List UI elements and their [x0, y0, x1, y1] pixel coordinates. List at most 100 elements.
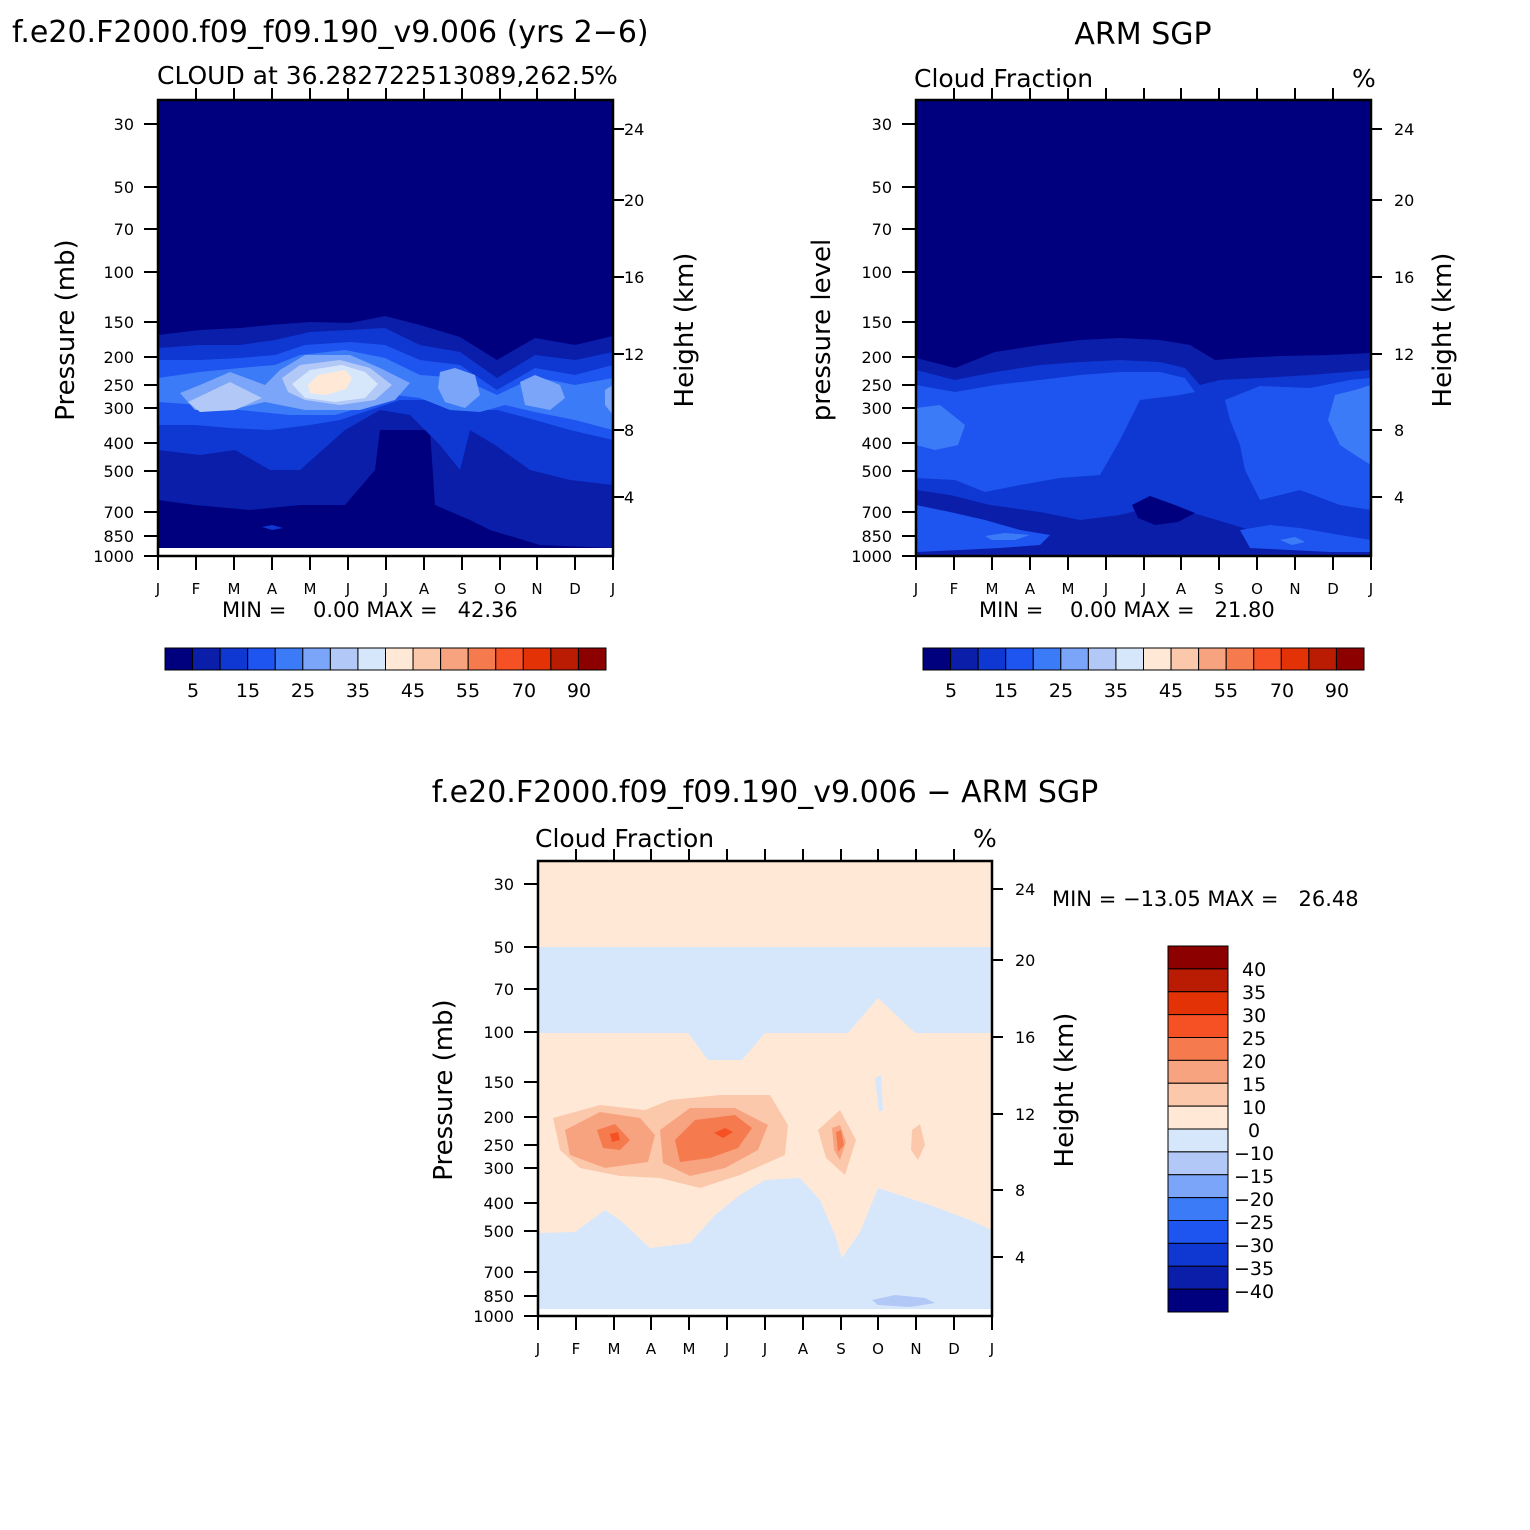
colorbar-label: 45 — [401, 680, 425, 702]
contour-dark-pocket — [1132, 496, 1195, 525]
colorbar-swatch — [1225, 647, 1255, 671]
x-axis-labels: J F M A M J J A S O N D J — [155, 580, 615, 598]
colorbar-label: 20 — [1242, 1051, 1266, 1073]
panel-title: f.e20.F2000.f09_f09.190_v9.006 (yrs 2−6) — [12, 15, 649, 50]
y-tick-label: 100 — [861, 263, 892, 282]
colorbar-swatch — [164, 647, 194, 671]
x-tick-label: M — [608, 1340, 621, 1358]
colorbar-swatch — [329, 647, 359, 671]
colorbar-label: 25 — [291, 680, 315, 702]
colorbar-label: 25 — [1049, 680, 1073, 702]
colorbar-swatch — [1167, 1128, 1229, 1153]
colorbar-label: −15 — [1234, 1166, 1274, 1188]
x-tick-label: A — [646, 1340, 657, 1358]
x-tick-label: J — [345, 580, 350, 598]
colorbar-swatch — [1253, 647, 1282, 671]
panel-title: f.e20.F2000.f09_f09.190_v9.006 − ARM SGP — [432, 775, 1099, 810]
panel-observation: ARM SGP Cloud Fraction % 30 50 70 100 15… — [807, 17, 1458, 702]
contour-level-25-30 — [180, 355, 613, 415]
y-axis-right-labels: 24 20 16 12 8 4 — [1015, 880, 1035, 1267]
stats-min-max: MIN = −13.05 MAX = 26.48 — [1052, 887, 1359, 911]
colorbar-label: 35 — [346, 680, 370, 702]
colorbar-swatch — [219, 647, 249, 671]
y-ticks-right — [1371, 128, 1382, 498]
y-tick-label: 200 — [103, 348, 134, 367]
y-tick-label: 700 — [483, 1263, 514, 1282]
colorbar-swatch — [1167, 1105, 1229, 1130]
y-tick-label: 150 — [103, 313, 134, 332]
x-tick-label: J — [383, 580, 388, 598]
x-tick-label: N — [531, 580, 542, 598]
colorbar-swatch — [522, 647, 552, 671]
colorbar-label: 55 — [1214, 680, 1238, 702]
y-tick-label-right: 24 — [624, 120, 644, 139]
y-tick-label: 30 — [872, 115, 892, 134]
x-axis-labels: J F M A M J J A S O N D J — [535, 1340, 994, 1358]
colorbar-label: 40 — [1242, 959, 1266, 981]
y-tick-label-right: 16 — [1015, 1028, 1035, 1047]
panel-subtitle: Cloud Fraction — [535, 824, 714, 853]
colorbar-swatch — [302, 647, 331, 671]
x-tick-label: A — [1176, 580, 1187, 598]
colorbar-swatch — [922, 647, 952, 671]
y-tick-label-right: 24 — [1394, 120, 1414, 139]
colorbar-label: 0 — [1248, 1120, 1260, 1142]
x-tick-label: J — [535, 1340, 540, 1358]
x-ticks — [537, 849, 993, 1330]
colorbar-swatch — [385, 647, 414, 671]
y-tick-label: 150 — [861, 313, 892, 332]
x-tick-label: M — [304, 580, 317, 598]
y-tick-label: 250 — [861, 376, 892, 395]
colorbar-swatch — [467, 647, 497, 671]
y-tick-label-right: 4 — [1015, 1248, 1025, 1267]
panel-units: % — [594, 61, 618, 90]
colorbar-swatch — [192, 647, 221, 671]
colorbar-swatch — [247, 647, 276, 671]
colorbar-label: 15 — [236, 680, 260, 702]
panel-units: % — [973, 824, 997, 853]
y-tick-label-right: 16 — [1394, 268, 1414, 287]
y-tick-label: 30 — [494, 875, 514, 894]
x-tick-label: O — [494, 580, 506, 598]
x-tick-label: A — [798, 1340, 809, 1358]
contour-field — [916, 100, 1371, 556]
colorbar-vertical: 40 35 30 25 20 15 10 0 −10 −15 −20 −25 −… — [1167, 945, 1274, 1313]
colorbar-swatch — [1167, 1174, 1229, 1199]
stats-min-max: MIN = 0.00 MAX = 42.36 — [222, 598, 518, 622]
y-tick-label: 500 — [483, 1222, 514, 1241]
colorbar-swatch — [1198, 647, 1227, 671]
y-axis-left-labels: 30 50 70 100 150 200 250 300 400 500 700… — [473, 875, 514, 1326]
x-tick-label: S — [1214, 580, 1224, 598]
colorbar-label: −10 — [1234, 1143, 1274, 1165]
colorbar-label: 70 — [1270, 680, 1294, 702]
y-tick-label: 1000 — [473, 1307, 514, 1326]
colorbar-swatch — [1167, 1059, 1229, 1084]
y-ticks-right — [613, 128, 624, 498]
colorbar-labels: 5 15 25 35 45 55 70 90 — [945, 680, 1349, 702]
y-tick-label-right: 4 — [1394, 488, 1404, 507]
y-tick-label: 100 — [103, 263, 134, 282]
contour-surface-gap — [538, 1309, 992, 1316]
colorbar-swatch — [1170, 647, 1200, 671]
y-tick-label: 50 — [494, 938, 514, 957]
x-tick-label: J — [989, 1340, 994, 1358]
y-tick-label: 300 — [861, 399, 892, 418]
panel-title: ARM SGP — [1074, 17, 1211, 52]
y-ticks-left — [524, 883, 538, 1317]
x-ticks — [157, 88, 614, 570]
y-axis-left-labels: 30 50 70 100 150 200 250 300 400 500 700… — [851, 115, 892, 566]
x-tick-label: S — [836, 1340, 846, 1358]
colorbar-swatch — [495, 647, 524, 671]
x-tick-label: D — [569, 580, 581, 598]
y-tick-label: 50 — [872, 178, 892, 197]
y-tick-label-right: 8 — [1015, 1181, 1025, 1200]
contour-field — [158, 100, 613, 556]
colorbar: 5 15 25 35 45 55 70 90 — [922, 647, 1365, 702]
colorbar-label: 70 — [512, 680, 536, 702]
x-tick-label: A — [419, 580, 430, 598]
y-tick-label-right: 20 — [1394, 191, 1414, 210]
colorbar-label: 5 — [187, 680, 199, 702]
colorbar-swatch — [1143, 647, 1172, 671]
colorbar-swatch — [440, 647, 469, 671]
